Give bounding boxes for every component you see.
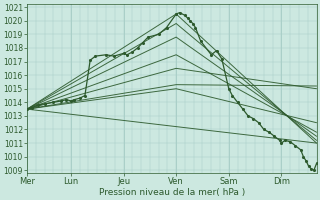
Point — [293, 144, 298, 147]
Point — [301, 155, 306, 158]
Point — [51, 101, 56, 104]
Point — [214, 49, 219, 52]
Point — [298, 148, 303, 151]
Point — [230, 94, 235, 97]
Point — [173, 12, 179, 16]
Point — [64, 98, 69, 101]
Point — [35, 103, 40, 107]
Point — [282, 139, 287, 142]
Point — [77, 97, 82, 100]
Point — [88, 59, 93, 62]
Point — [188, 19, 193, 22]
Point — [24, 108, 29, 111]
Point — [68, 99, 73, 103]
Point — [267, 131, 272, 134]
Point — [146, 35, 151, 39]
Point — [111, 55, 116, 58]
Point — [219, 57, 224, 60]
Point — [309, 167, 314, 170]
Point — [306, 165, 311, 168]
Point — [93, 55, 98, 58]
Point — [240, 108, 245, 111]
Point — [193, 26, 198, 29]
Point — [43, 102, 48, 105]
Point — [190, 22, 196, 25]
Point — [261, 128, 267, 131]
Point — [185, 16, 190, 20]
Point — [59, 99, 64, 103]
Point — [251, 117, 256, 120]
Point — [82, 94, 87, 97]
Point — [311, 169, 316, 172]
Point — [164, 26, 169, 29]
Point — [226, 87, 231, 90]
Point — [177, 11, 182, 14]
Point — [303, 159, 308, 162]
Point — [198, 40, 203, 43]
Point — [72, 98, 77, 101]
Point — [124, 53, 130, 56]
Point — [256, 121, 261, 124]
Point — [279, 141, 284, 145]
Point — [182, 14, 188, 17]
Point — [209, 53, 214, 56]
Point — [272, 135, 277, 138]
Point — [140, 41, 145, 44]
Point — [103, 53, 108, 56]
Point — [235, 101, 240, 104]
Point — [30, 106, 35, 109]
Point — [130, 50, 135, 54]
Point — [245, 114, 251, 118]
Point — [314, 162, 319, 165]
X-axis label: Pression niveau de la mer( hPa ): Pression niveau de la mer( hPa ) — [99, 188, 245, 197]
Point — [156, 33, 161, 36]
Point — [288, 140, 293, 143]
Point — [121, 52, 126, 55]
Point — [135, 46, 140, 50]
Point — [277, 139, 282, 142]
